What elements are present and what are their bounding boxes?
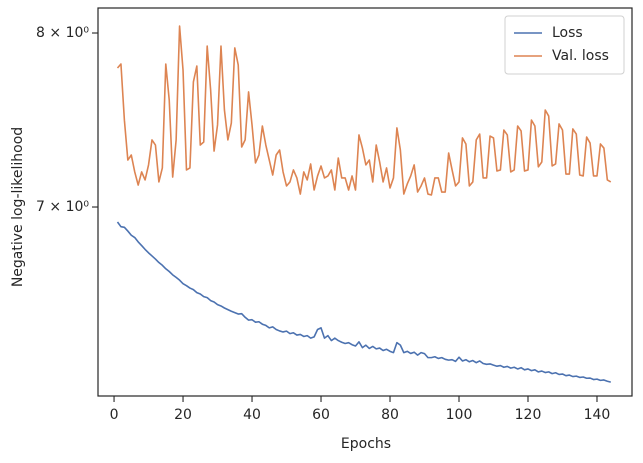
series-line <box>116 221 611 383</box>
x-tick-label: 0 <box>110 407 119 423</box>
x-axis-label: Epochs <box>341 436 391 452</box>
x-tick-label: 120 <box>515 407 542 423</box>
legend-label: Val. loss <box>552 48 609 64</box>
legend-label: Loss <box>552 25 583 41</box>
y-axis-label: Negative log-likelihood <box>10 127 26 287</box>
y-tick-label: 8 × 10⁰ <box>36 25 89 41</box>
x-tick-label: 20 <box>174 407 192 423</box>
x-tick-label: 140 <box>584 407 611 423</box>
y-tick-label: 7 × 10⁰ <box>36 199 89 215</box>
x-tick-label: 80 <box>381 407 399 423</box>
x-tick-label: 40 <box>243 407 261 423</box>
legend-box <box>504 15 625 75</box>
x-tick-label: 100 <box>446 407 473 423</box>
series-line <box>116 25 612 196</box>
plot-frame <box>97 7 633 397</box>
legend: Loss Val. loss <box>504 15 625 75</box>
x-tick-label: 60 <box>312 407 330 423</box>
